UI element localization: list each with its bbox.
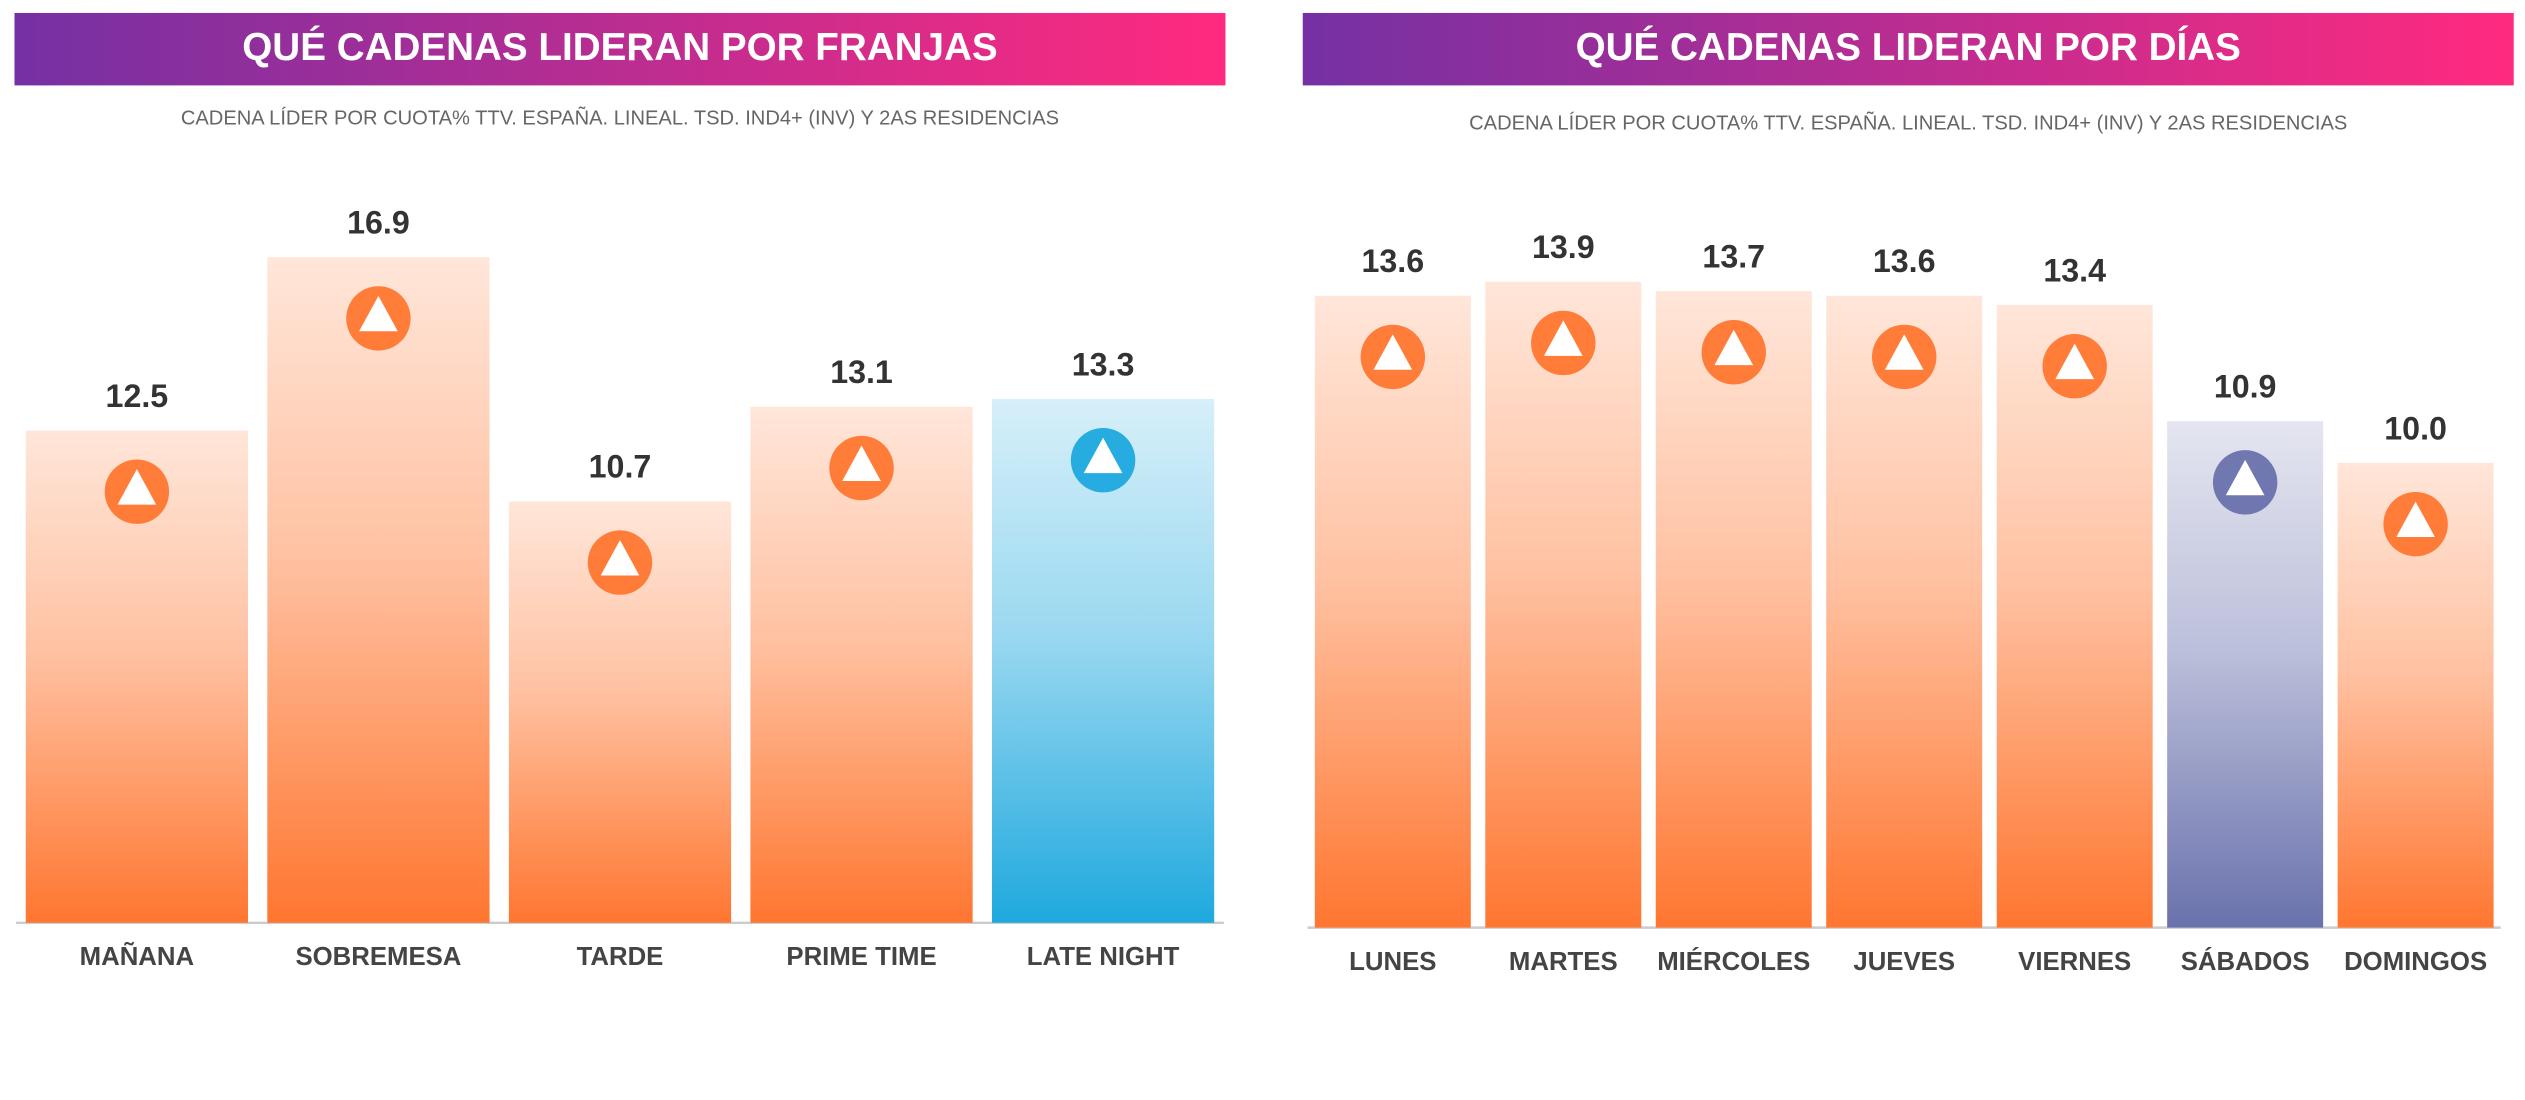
bar [1655,291,1812,928]
x-tick-label: MIÉRCOLES [1657,947,1810,976]
channel-logo-mark [2225,459,2265,496]
channel-logo-mark [842,445,881,481]
title-banner [1302,12,2514,86]
value-label: 13.7 [1702,238,1765,274]
value-label: 13.3 [1072,346,1135,382]
bar [1996,305,2153,928]
value-label: 13.6 [1361,243,1424,279]
bar [1314,295,1471,928]
x-tick-label: MARTES [1509,948,1618,976]
x-tick-label: PRIME TIME [786,943,936,971]
x-tick-label: VIERNES [2018,948,2131,976]
channel-logo-mark [359,295,398,332]
channel-logo-mark [1373,334,1413,370]
x-tick-label: SÁBADOS [2181,947,2310,976]
x-tick-label: LATE NIGHT [1027,943,1180,971]
channel-logo-mark [2396,501,2435,538]
bar [1826,295,1983,928]
value-label: 13.1 [830,354,893,390]
channel-logo-mark [2055,343,2095,380]
value-label: 12.5 [106,378,169,414]
channel-logo-mark [1083,437,1123,474]
x-tick-label: TARDE [577,943,664,971]
chart-subtitle: CADENA LÍDER POR CUOTA% TTV. ESPAÑA. LIN… [181,106,1059,130]
title-banner [14,12,1226,86]
chart-title: QUÉ CADENAS LIDERAN POR FRANJAS [242,25,997,69]
value-label: 13.6 [1873,243,1936,279]
chart-title: QUÉ CADENAS LIDERAN POR DÍAS [1576,25,2241,69]
chart-subtitle: CADENA LÍDER POR CUOTA% TTV. ESPAÑA. LIN… [1469,110,2347,134]
value-label: 13.9 [1532,229,1595,265]
x-tick-label: LUNES [1349,948,1436,976]
bar [1485,281,1642,928]
value-label: 10.0 [2384,410,2447,446]
x-tick-label: JUEVES [1853,948,1955,976]
x-tick-label: DOMINGOS [2344,948,2487,976]
channel-logo-mark [1714,329,1754,366]
channel-logo-mark [1884,334,1924,370]
x-tick-label: MAÑANA [80,941,194,971]
bar [267,257,490,923]
value-label: 13.4 [2043,252,2106,288]
channel-logo-mark [600,540,640,576]
channel-logo-mark [1543,320,1583,356]
channel-logo-mark [117,469,157,505]
x-tick-label: SOBREMESA [295,943,461,971]
value-label: 10.7 [589,449,652,485]
value-label: 10.9 [2214,368,2277,404]
value-label: 16.9 [347,205,410,241]
